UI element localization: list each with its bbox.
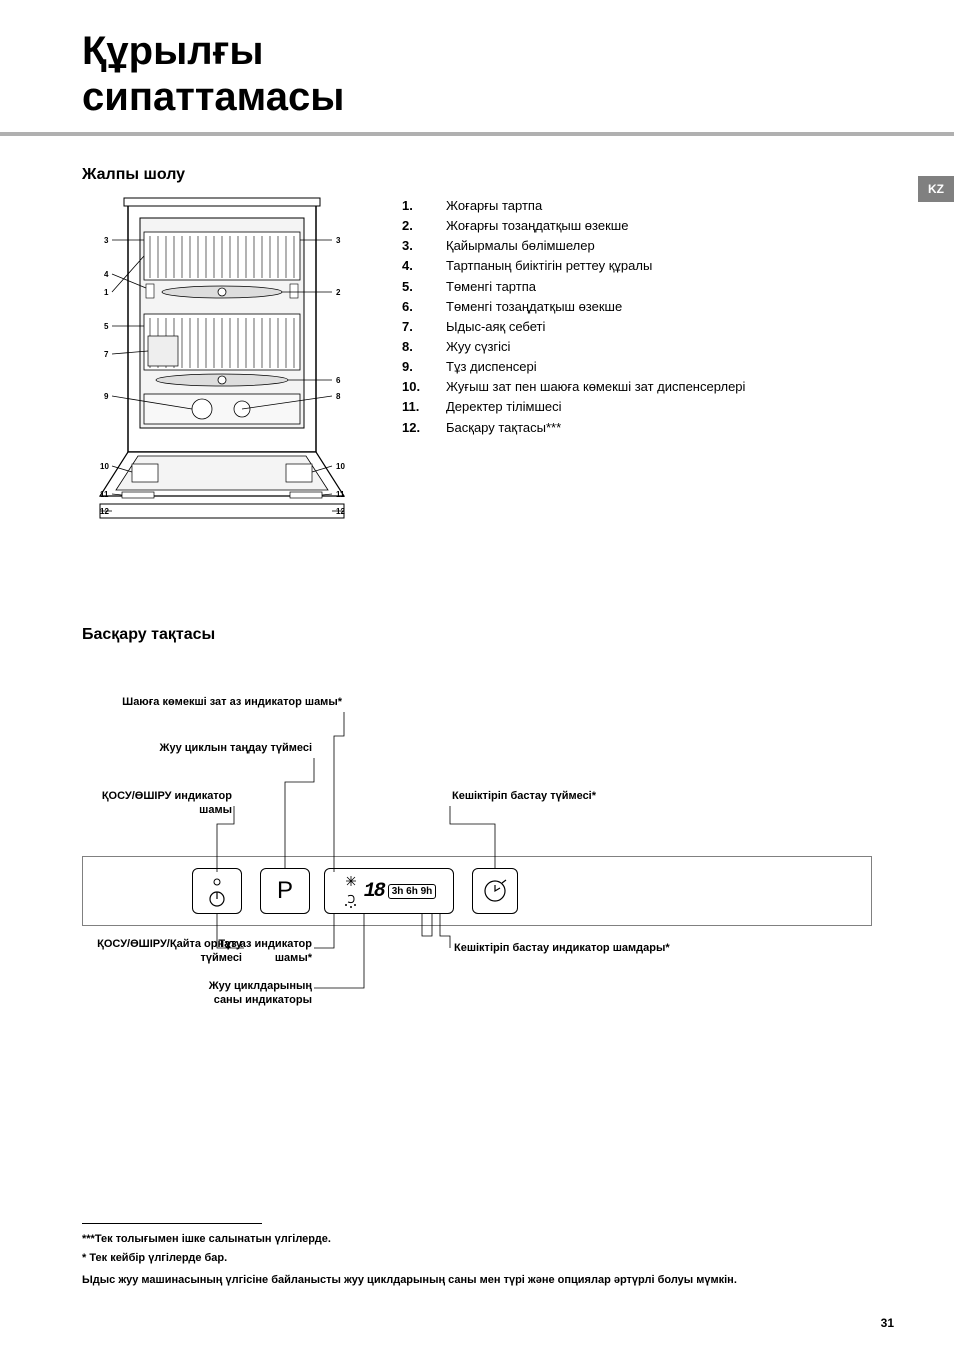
clock-icon (482, 878, 508, 904)
svg-text:7: 7 (104, 350, 109, 359)
overview-heading: Жалпы шолу (82, 166, 954, 184)
page-title: Құрылғы сипаттамасы (0, 0, 954, 132)
footnote-2: * Тек кейбір үлгілерде бар. (82, 1249, 894, 1268)
svg-text:3: 3 (104, 236, 109, 245)
list-item: 7.Ыдыс-аяқ себеті (402, 317, 745, 337)
title-divider (0, 132, 954, 136)
power-group (192, 868, 242, 914)
label-delay-btn: Кешіктіріп бастау түймесі* (452, 790, 672, 804)
list-item: 8.Жуу сүзгісі (402, 337, 745, 357)
label-onoff-light: ҚОСУ/ӨШІРУ индикатор шамы (82, 790, 232, 818)
list-item: 10.Жуғыш зат пен шаюға көмекші зат диспе… (402, 377, 745, 397)
program-group: P (260, 868, 310, 914)
list-item: 3.Қайырмалы бөлімшелер (402, 236, 745, 256)
title-line-1: Құрылғы (82, 29, 263, 73)
footnote-divider (82, 1223, 262, 1224)
svg-text:10: 10 (336, 462, 345, 471)
svg-text:4: 4 (104, 270, 109, 279)
footnote-1: ***Тек толығымен ішке салынатын үлгілерд… (82, 1230, 894, 1249)
language-badge: KZ (918, 176, 954, 202)
control-panel-heading: Басқару тақтасы (82, 626, 954, 644)
indicator-group: 18 3h 6h 9h (324, 868, 454, 914)
svg-text:1: 1 (104, 288, 109, 297)
title-line-2: сипаттамасы (82, 75, 344, 119)
label-delay-lights: Кешіктіріп бастау индикатор шамдары* (454, 942, 754, 956)
page-number: 31 (881, 1316, 894, 1330)
svg-text:2: 2 (336, 288, 341, 297)
label-rinse-low: Шаюға көмекші зат аз индикатор шамы* (82, 696, 342, 710)
svg-text:3: 3 (336, 236, 341, 245)
list-item: 12.Басқару тақтасы*** (402, 418, 745, 438)
label-salt-low: Тұз аз индикатор шамы* (212, 938, 312, 966)
delay-times-box: 3h 6h 9h (388, 884, 437, 899)
svg-text:11: 11 (336, 490, 345, 499)
label-cycle-select: Жуу циклын таңдау түймесі (82, 742, 312, 756)
list-item: 1.Жоғарғы тартпа (402, 196, 745, 216)
rinse-salt-icons (342, 874, 360, 908)
footnotes: ***Тек толығымен ішке салынатын үлгілерд… (82, 1223, 894, 1290)
footnote-3: Ыдыс жуу машинасының үлгісіне байланысты… (82, 1271, 894, 1290)
svg-text:9: 9 (104, 392, 109, 401)
list-item: 2.Жоғарғы тозаңдатқыш өзекше (402, 216, 745, 236)
list-item: 4.Тартпаның биіктігін реттеу құралы (402, 256, 745, 276)
list-item: 11.Деректер тілімшесі (402, 397, 745, 417)
svg-text:11: 11 (100, 490, 109, 499)
list-item: 9.Тұз диспенсері (402, 357, 745, 377)
overview-section: 3 3 4 1 2 5 7 6 9 8 10 10 11 11 12 12 1.Жоға… (0, 196, 954, 526)
svg-text:8: 8 (336, 392, 341, 401)
segment-display: 18 (364, 880, 384, 903)
power-icon (202, 873, 232, 909)
label-cycle-count: Жуу циклдарының саны индикаторы (182, 980, 312, 1008)
list-item: 5.Төменгі тартпа (402, 277, 745, 297)
list-item: 6.Төменгі тозаңдатқыш өзекше (402, 297, 745, 317)
svg-text:5: 5 (104, 322, 109, 331)
parts-list: 1.Жоғарғы тартпа 2.Жоғарғы тозаңдатқыш ө… (402, 196, 745, 438)
dishwasher-diagram: 3 3 4 1 2 5 7 6 9 8 10 10 11 11 12 12 (82, 196, 362, 526)
svg-text:12: 12 (100, 507, 109, 516)
svg-text:12: 12 (336, 507, 345, 516)
control-panel-section: Шаюға көмекші зат аз индикатор шамы* Жуу… (0, 656, 954, 1036)
p-letter: P (277, 877, 293, 905)
svg-text:10: 10 (100, 462, 109, 471)
delay-group (472, 868, 518, 914)
svg-text:6: 6 (336, 376, 341, 385)
